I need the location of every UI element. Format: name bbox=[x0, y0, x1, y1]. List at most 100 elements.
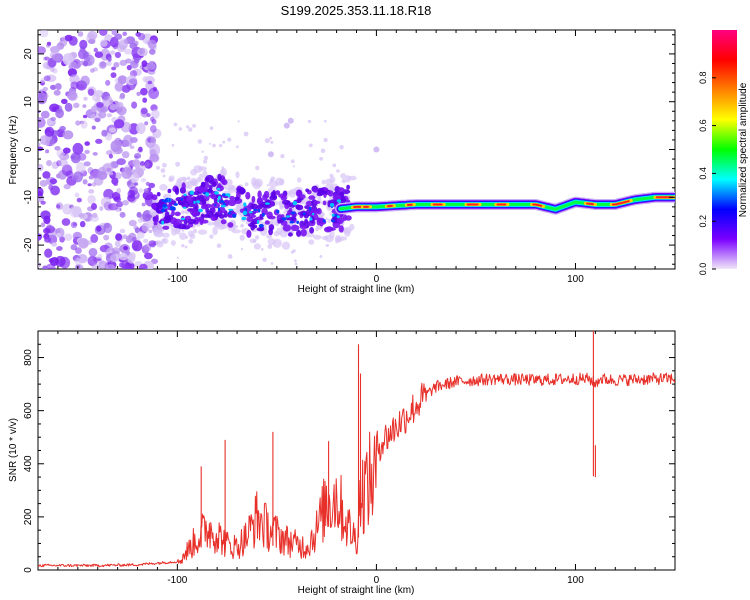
signal-cluster bbox=[338, 225, 344, 233]
signal-cluster bbox=[181, 182, 186, 191]
signal-cluster bbox=[308, 195, 316, 200]
signal-halo bbox=[251, 177, 257, 187]
signal-cluster bbox=[263, 190, 270, 199]
noise-blob bbox=[137, 218, 143, 223]
noise-blob bbox=[227, 254, 233, 259]
noise-blob bbox=[141, 202, 146, 207]
noise-blob bbox=[290, 159, 295, 164]
noise-blob bbox=[280, 154, 285, 159]
noise-blob bbox=[188, 239, 194, 244]
noise-blob bbox=[178, 127, 183, 131]
noise-blob bbox=[143, 238, 149, 244]
noise-blob bbox=[63, 147, 71, 154]
signal-core bbox=[180, 197, 184, 201]
noise-blob bbox=[38, 46, 46, 55]
signal-cluster bbox=[220, 219, 227, 225]
signal-cluster bbox=[229, 195, 235, 200]
noise-blob bbox=[39, 180, 48, 187]
noise-blob bbox=[54, 146, 61, 151]
y-tick-label: 10 bbox=[23, 96, 34, 108]
signal-halo bbox=[170, 240, 176, 246]
noise-blob bbox=[103, 234, 110, 241]
noise-blob bbox=[83, 96, 88, 101]
noise-blob bbox=[88, 175, 94, 180]
noise-blob bbox=[50, 84, 57, 90]
noise-blob bbox=[51, 242, 58, 247]
noise-blob bbox=[72, 40, 78, 45]
noise-blob bbox=[94, 117, 101, 123]
noise-blob bbox=[262, 257, 267, 262]
signal-halo bbox=[327, 218, 332, 223]
signal-halo bbox=[197, 166, 208, 171]
noise-blob bbox=[109, 36, 119, 48]
noise-blob bbox=[51, 53, 62, 62]
noise-blob bbox=[136, 122, 146, 134]
noise-blob bbox=[151, 258, 158, 264]
noise-blob bbox=[142, 190, 154, 201]
signal-core bbox=[214, 191, 219, 195]
signal-core bbox=[189, 190, 195, 195]
signal-cluster bbox=[300, 229, 307, 237]
signal-core bbox=[292, 201, 298, 206]
signal-cluster bbox=[234, 196, 240, 201]
signal-core bbox=[309, 217, 313, 221]
noise-blob bbox=[65, 170, 74, 178]
noise-blob bbox=[47, 234, 58, 245]
signal-cluster bbox=[190, 209, 199, 216]
noise-blob bbox=[99, 39, 108, 47]
noise-blob bbox=[42, 93, 49, 99]
signal-core bbox=[182, 206, 187, 209]
signal-halo bbox=[276, 227, 283, 235]
noise-blob bbox=[203, 155, 209, 161]
noise-blob bbox=[97, 171, 108, 180]
noise-blob bbox=[307, 119, 312, 124]
signal-cluster bbox=[296, 229, 302, 237]
noise-blob bbox=[80, 120, 88, 129]
noise-blob bbox=[121, 151, 130, 159]
noise-blob bbox=[243, 131, 249, 137]
snr-ylabel: SNR (10 * v/v) bbox=[8, 418, 19, 482]
signal-cluster bbox=[257, 204, 263, 210]
noise-blob bbox=[57, 159, 68, 167]
noise-blob bbox=[294, 262, 298, 266]
signal-cluster bbox=[266, 211, 273, 219]
signal-halo bbox=[156, 241, 164, 248]
signal-core bbox=[220, 200, 225, 203]
signal-core bbox=[173, 203, 178, 206]
noise-blob bbox=[56, 173, 61, 179]
noise-blob bbox=[56, 148, 65, 158]
noise-blob bbox=[108, 127, 117, 133]
noise-blob bbox=[241, 224, 244, 227]
noise-blob bbox=[55, 108, 64, 119]
noise-blob bbox=[99, 30, 108, 36]
noise-blob bbox=[63, 183, 71, 190]
colorbar-label: Normalized spectral amplitude bbox=[738, 82, 749, 217]
noise-blob bbox=[49, 257, 60, 266]
noise-blob bbox=[76, 197, 82, 203]
noise-blob bbox=[130, 60, 139, 69]
signal-halo bbox=[313, 234, 322, 240]
noise-blob bbox=[64, 102, 73, 112]
noise-blob bbox=[74, 257, 82, 266]
noise-blob bbox=[122, 200, 129, 206]
noise-blob bbox=[116, 158, 126, 166]
noise-blob bbox=[87, 30, 98, 40]
signal-core bbox=[276, 209, 280, 214]
signal-halo bbox=[190, 177, 197, 187]
noise-blob bbox=[142, 97, 148, 103]
signal-halo bbox=[308, 239, 315, 245]
noise-blob bbox=[88, 247, 98, 257]
y-tick-label: -10 bbox=[23, 190, 34, 205]
y-tick-label: -20 bbox=[23, 237, 34, 252]
signal-halo bbox=[348, 175, 357, 181]
noise-blob bbox=[44, 237, 52, 243]
noise-blob bbox=[82, 51, 90, 58]
noise-blob bbox=[141, 60, 148, 68]
colorbar-tick-label: 0.6 bbox=[698, 119, 708, 132]
noise-blob bbox=[56, 246, 63, 251]
noise-blob bbox=[119, 252, 128, 261]
signal-cluster bbox=[256, 227, 265, 232]
noise-blob bbox=[74, 192, 80, 198]
noise-blob bbox=[61, 218, 71, 226]
noise-blob bbox=[114, 33, 123, 40]
